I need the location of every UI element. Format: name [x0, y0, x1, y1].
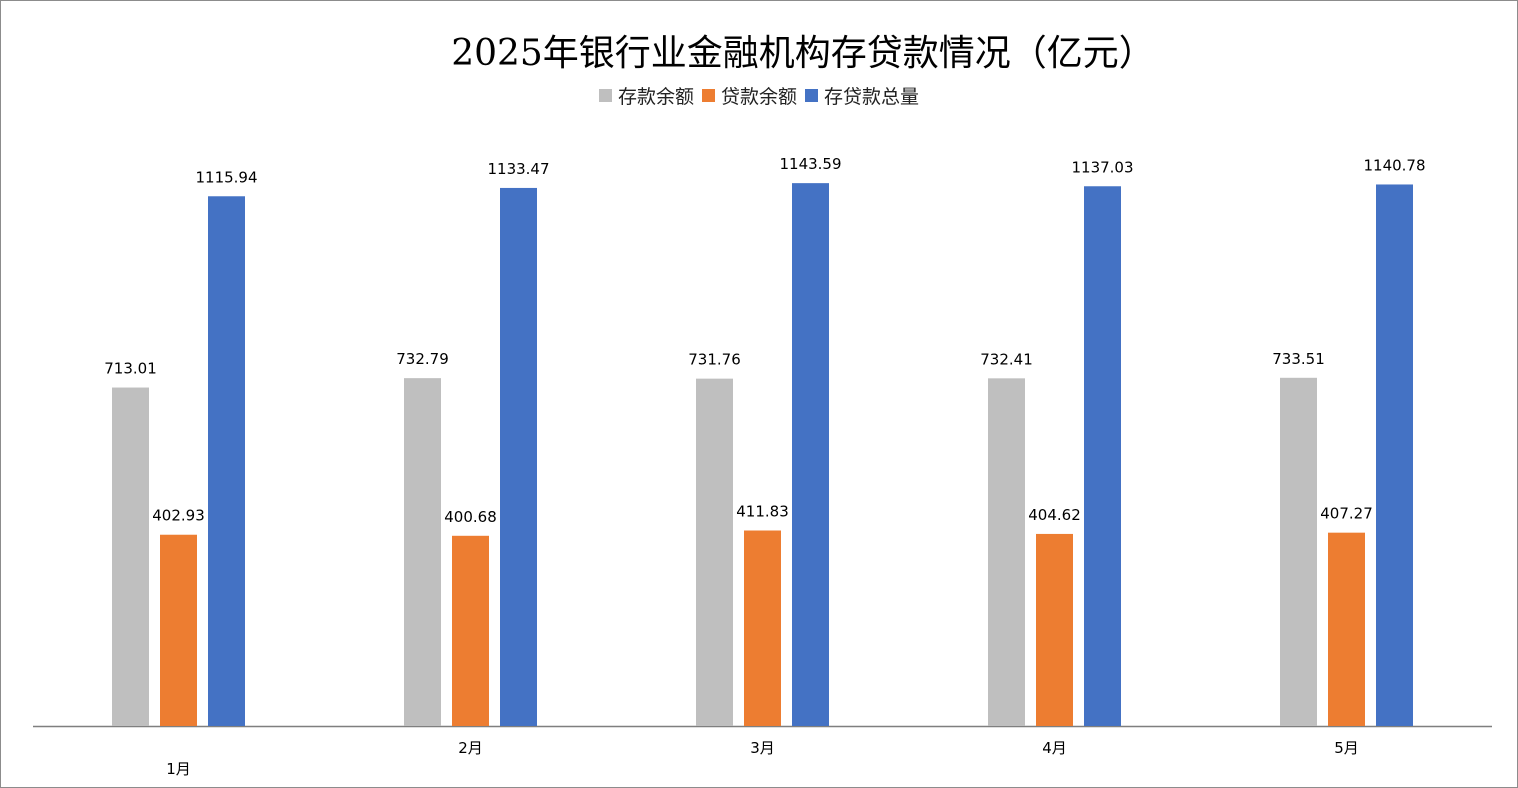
bar-total-3 [792, 183, 829, 727]
legend-label-total: 存贷款总量 [824, 86, 920, 108]
data-label-deposits-2: 732.79 [396, 350, 449, 368]
legend-swatch-total [805, 89, 818, 102]
bar-total-4 [1084, 186, 1121, 727]
data-label-total-2: 1133.47 [487, 160, 549, 178]
x-tick-label-2: 2月 [458, 739, 483, 757]
data-label-total-5: 1140.78 [1363, 156, 1425, 174]
bar-loans-5 [1328, 532, 1365, 726]
legend-swatch-deposits [598, 89, 612, 102]
bar-total-2 [500, 187, 537, 727]
x-tick-label-5: 5月 [1334, 739, 1359, 757]
bar-total-5 [1376, 184, 1413, 726]
legend-swatch-loans [701, 89, 715, 102]
bar-deposits-4 [988, 378, 1025, 726]
data-label-total-1: 1115.94 [195, 168, 257, 186]
data-label-loans-5: 407.27 [1320, 505, 1373, 523]
data-label-loans-2: 400.68 [444, 508, 497, 526]
legend-label-loans: 贷款余额 [720, 86, 797, 108]
bar-deposits-2 [404, 378, 441, 726]
data-label-deposits-3: 731.76 [688, 351, 741, 369]
bar-loans-3 [744, 530, 781, 726]
x-tick-label-3: 3月 [750, 739, 775, 757]
bar-deposits-3 [696, 378, 733, 726]
x-tick-label-4: 4月 [1042, 739, 1067, 757]
legend-label-deposits: 存款余额 [617, 86, 694, 108]
legend-entry-deposits: 存款余额 [598, 82, 694, 109]
chart-title: 2025年银行业金融机构存贷款情况（亿元） [451, 33, 1155, 74]
data-label-deposits-5: 733.51 [1272, 350, 1325, 368]
legend-entry-total: 存贷款总量 [805, 82, 919, 109]
x-tick-label-1: 1月 [166, 760, 191, 778]
bar-total-1 [208, 196, 245, 726]
data-label-loans-1: 402.93 [152, 507, 205, 525]
data-label-total-4: 1137.03 [1071, 158, 1133, 176]
bar-loans-4 [1036, 533, 1073, 726]
legend: 存款余额 贷款余额 存贷款总量 [0, 82, 1518, 109]
legend-entry-loans: 贷款余额 [701, 82, 797, 109]
data-label-total-3: 1143.59 [779, 155, 841, 173]
bar-loans-2 [452, 535, 489, 726]
data-label-deposits-1: 713.01 [104, 360, 157, 378]
data-label-loans-3: 411.83 [736, 503, 789, 521]
bar-deposits-1 [112, 387, 149, 726]
bar-loans-1 [160, 534, 197, 726]
data-label-deposits-4: 732.41 [980, 350, 1033, 368]
data-label-loans-4: 404.62 [1028, 506, 1081, 524]
bar-deposits-5 [1280, 377, 1317, 726]
